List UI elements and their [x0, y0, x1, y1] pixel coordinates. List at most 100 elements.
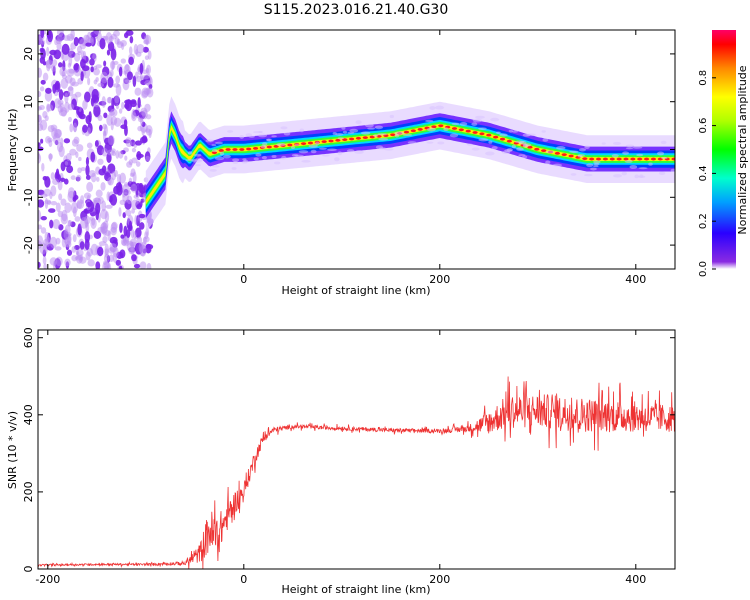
- ridge-speckle: [402, 133, 413, 137]
- ridge-core: [499, 137, 506, 141]
- noise-blob: [107, 41, 115, 52]
- noise-blob: [44, 199, 52, 204]
- noise-blob: [120, 124, 128, 130]
- ridge-speckle: [570, 173, 577, 176]
- noise-blob: [104, 124, 108, 136]
- noise-blob: [101, 147, 108, 157]
- ridge-core: [623, 157, 629, 161]
- ridge-speckle: [516, 147, 524, 152]
- spectrogram-x-tick-label: 200: [429, 273, 450, 286]
- ridge-core: [671, 157, 675, 161]
- noise-blob: [72, 234, 77, 243]
- noise-blob: [49, 219, 54, 229]
- ridge-speckle: [378, 147, 387, 150]
- noise-blob: [40, 138, 44, 144]
- noise-blob: [46, 46, 50, 57]
- snr-x-label: Height of straight line (km): [281, 583, 430, 596]
- ridge-speckle: [283, 132, 291, 136]
- noise-blob: [47, 30, 54, 43]
- noise-blob: [126, 71, 133, 81]
- noise-blob: [100, 71, 109, 84]
- ridge-speckle: [459, 122, 468, 126]
- noise-blob: [55, 256, 63, 267]
- ridge-speckle: [257, 133, 268, 138]
- ridge-speckle: [488, 140, 493, 144]
- ridge-speckle: [337, 137, 345, 140]
- ridge-core: [643, 157, 650, 161]
- noise-blob: [120, 238, 127, 246]
- noise-blob: [100, 182, 106, 191]
- noise-blob: [124, 99, 132, 105]
- ridge-speckle: [290, 146, 296, 149]
- ridge-core: [506, 139, 512, 143]
- noise-blob: [38, 209, 42, 222]
- noise-blob: [59, 66, 67, 77]
- noise-blob: [70, 175, 76, 180]
- ridge-core: [602, 157, 609, 161]
- ridge-speckle: [466, 143, 473, 146]
- noise-blob: [135, 198, 142, 203]
- noise-blob: [128, 56, 134, 66]
- noise-blob: [56, 30, 64, 37]
- noise-blob: [90, 66, 94, 73]
- noise-blob: [138, 184, 144, 193]
- noise-blob: [49, 49, 57, 56]
- noise-blob: [125, 140, 133, 148]
- ridge-speckle: [253, 157, 259, 161]
- noise-blob: [133, 263, 141, 269]
- noise-blob: [142, 69, 148, 75]
- ridge-speckle: [425, 119, 434, 123]
- noise-blob: [131, 157, 138, 164]
- ridge-speckle: [478, 138, 489, 142]
- ridge-speckle: [389, 114, 394, 119]
- noise-blob: [67, 103, 75, 111]
- spectrogram-x-tick-label: -200: [35, 273, 60, 286]
- spectrogram-y-tick-label: 10: [22, 95, 35, 109]
- noise-blob: [50, 124, 58, 131]
- ridge-core: [321, 140, 327, 144]
- ridge-core: [534, 147, 540, 151]
- ridge-core: [637, 157, 643, 161]
- ridge-core: [246, 147, 252, 151]
- noise-blob: [38, 35, 43, 45]
- noise-blob: [42, 72, 49, 82]
- noise-blob: [130, 244, 135, 255]
- noise-blob: [53, 128, 62, 139]
- noise-blob: [105, 204, 113, 209]
- ridge-speckle: [185, 158, 195, 162]
- ridge-speckle: [426, 141, 434, 144]
- noise-blob: [138, 213, 146, 219]
- ridge-speckle: [299, 128, 304, 133]
- ridge-speckle: [648, 162, 653, 166]
- noise-blob: [86, 181, 94, 193]
- ridge-speckle: [589, 167, 597, 171]
- ridge-speckle: [231, 167, 237, 170]
- noise-blob: [61, 209, 68, 222]
- spectrogram-y-tick-label: -20: [22, 236, 35, 254]
- noise-blob: [140, 107, 148, 116]
- ridge-core: [582, 157, 588, 161]
- noise-blob: [70, 30, 75, 40]
- ridge-speckle: [243, 159, 249, 163]
- noise-blob: [109, 254, 114, 262]
- ridge-core: [561, 153, 567, 157]
- noise-blob: [80, 71, 84, 82]
- noise-blob: [43, 263, 48, 269]
- ridge-speckle: [232, 160, 239, 165]
- noise-blob: [66, 249, 73, 256]
- ridge-core: [417, 128, 423, 131]
- ridge-speckle: [593, 165, 599, 168]
- noise-blob: [139, 62, 144, 75]
- ridge-speckle: [514, 140, 525, 144]
- noise-blob: [64, 258, 71, 267]
- ridge-speckle: [248, 135, 255, 138]
- ridge-speckle: [394, 131, 405, 135]
- noise-blob: [90, 172, 97, 183]
- noise-blob: [47, 137, 53, 143]
- ridge-core: [630, 157, 636, 161]
- ridge-speckle: [556, 146, 566, 150]
- ridge-speckle: [365, 123, 374, 128]
- noise-blob: [38, 67, 42, 78]
- noise-blob: [67, 62, 72, 68]
- ridge-speckle: [308, 144, 318, 148]
